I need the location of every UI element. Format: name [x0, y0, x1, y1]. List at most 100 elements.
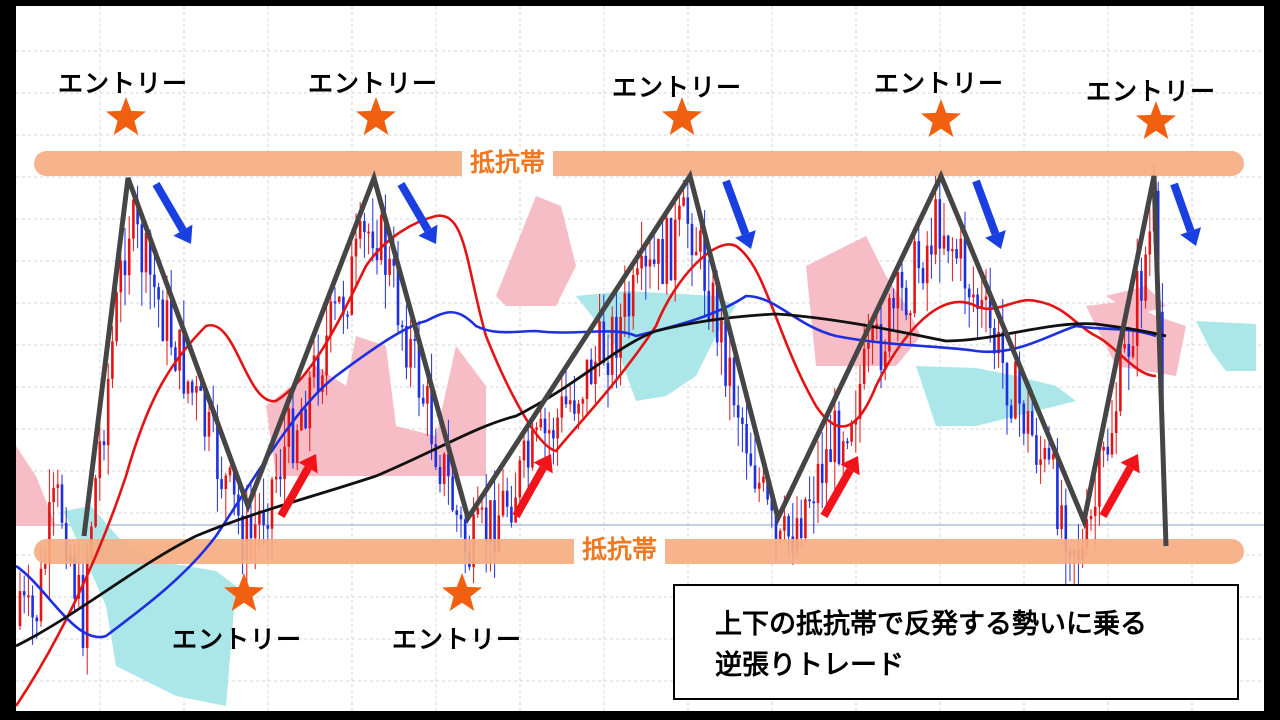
- caption-box: 上下の抵抗帯で反発する勢いに乗る 逆張りトレード: [673, 584, 1239, 700]
- candle-body: [312, 355, 316, 378]
- candle-body: [862, 348, 866, 384]
- cloud-bullish: [916, 366, 1076, 426]
- buy-arrow-head: [298, 454, 318, 474]
- zigzag-line: [81, 169, 1169, 547]
- candle-body: [1014, 361, 1017, 419]
- candle-body: [1114, 411, 1118, 434]
- candle-body: [757, 482, 761, 489]
- candle-body: [543, 418, 547, 434]
- candle-body: [136, 199, 139, 225]
- candle-body: [539, 418, 543, 428]
- candle-body: [1043, 447, 1047, 460]
- candle-body: [329, 301, 333, 336]
- candle-body: [195, 386, 198, 393]
- candle-body: [946, 235, 950, 252]
- candle-body: [598, 321, 601, 362]
- candle-body: [430, 386, 433, 445]
- buy-arrow-shaft: [1099, 465, 1134, 518]
- candle-body: [77, 574, 81, 599]
- candle-body: [379, 215, 383, 261]
- candle-body: [48, 502, 51, 565]
- candle-body: [463, 519, 467, 553]
- candle-body: [224, 475, 228, 490]
- candle-body: [816, 463, 820, 504]
- candle-body: [888, 297, 891, 352]
- candle-body: [585, 359, 589, 400]
- candle-body: [266, 525, 270, 529]
- buy-arrow-head: [533, 454, 553, 474]
- candle-body: [615, 316, 618, 358]
- candle-body: [119, 260, 123, 293]
- candle-body: [274, 476, 278, 480]
- candle-body: [501, 490, 505, 516]
- candle-body: [942, 235, 946, 249]
- candle-body: [1106, 446, 1110, 455]
- candle-body: [270, 479, 274, 529]
- candle-body: [644, 255, 648, 267]
- sell-arrow-head: [985, 230, 1006, 249]
- ma-short-red: [16, 214, 1157, 707]
- candle-body: [434, 444, 438, 468]
- candle-body: [1022, 403, 1026, 434]
- candle-body: [896, 271, 900, 309]
- candle-body: [535, 427, 538, 431]
- candle-body: [39, 568, 43, 622]
- candle-body: [484, 507, 488, 542]
- entry-label-top-2: エントリー: [308, 69, 439, 98]
- candle-body: [283, 446, 286, 480]
- candle-body: [690, 223, 694, 256]
- candle-body: [732, 357, 736, 406]
- candle-body: [728, 357, 732, 386]
- candle-body: [321, 375, 324, 392]
- candle-body: [858, 383, 862, 419]
- candle-body: [678, 205, 681, 220]
- candle-body: [262, 510, 265, 526]
- candle-body: [123, 260, 127, 276]
- candle-body: [161, 299, 165, 341]
- candle-body: [258, 510, 261, 525]
- candle-body: [493, 500, 496, 552]
- candle-body: [640, 255, 643, 269]
- cloud-bearish: [806, 236, 921, 366]
- candle-body: [102, 441, 106, 446]
- candle-body: [850, 424, 853, 442]
- candle-body: [993, 327, 996, 354]
- buy-arrow-shaft: [820, 467, 854, 518]
- candle-body: [228, 467, 232, 476]
- candle-body: [220, 479, 223, 490]
- entry-label-bottom-2: エントリー: [392, 625, 523, 654]
- candle-body: [774, 510, 778, 540]
- entry-label-top-5: エントリー: [1086, 77, 1217, 106]
- candle-body: [623, 293, 627, 317]
- candle-body: [333, 301, 337, 304]
- candle-body: [736, 405, 740, 418]
- candle-body: [707, 290, 711, 322]
- candle-body: [904, 287, 908, 316]
- cloud-bullish: [64, 506, 236, 706]
- candle-body: [497, 515, 501, 552]
- candle-body: [459, 514, 463, 520]
- candle-body: [556, 417, 559, 439]
- candle-body: [951, 249, 954, 252]
- entry-label-top-4: エントリー: [874, 69, 1005, 98]
- candle-body: [106, 378, 110, 446]
- candle-body: [829, 449, 832, 463]
- entry-star: [224, 573, 264, 611]
- candle-body: [245, 516, 249, 560]
- candle-body: [455, 510, 459, 515]
- candle-body: [883, 351, 887, 370]
- candle-body: [73, 555, 76, 599]
- sell-arrow-head: [418, 224, 438, 244]
- candle-body: [1018, 361, 1021, 404]
- candle-body: [1127, 343, 1131, 357]
- candle-body: [132, 199, 135, 239]
- candle-body: [610, 316, 614, 375]
- candle-body: [938, 199, 942, 249]
- candle-body: [1123, 343, 1126, 349]
- candle-body: [140, 224, 144, 273]
- candle-body: [363, 220, 366, 233]
- candle-body: [405, 325, 408, 368]
- candle-body: [783, 516, 786, 531]
- candle-body: [476, 508, 480, 515]
- candle-body: [1098, 450, 1101, 507]
